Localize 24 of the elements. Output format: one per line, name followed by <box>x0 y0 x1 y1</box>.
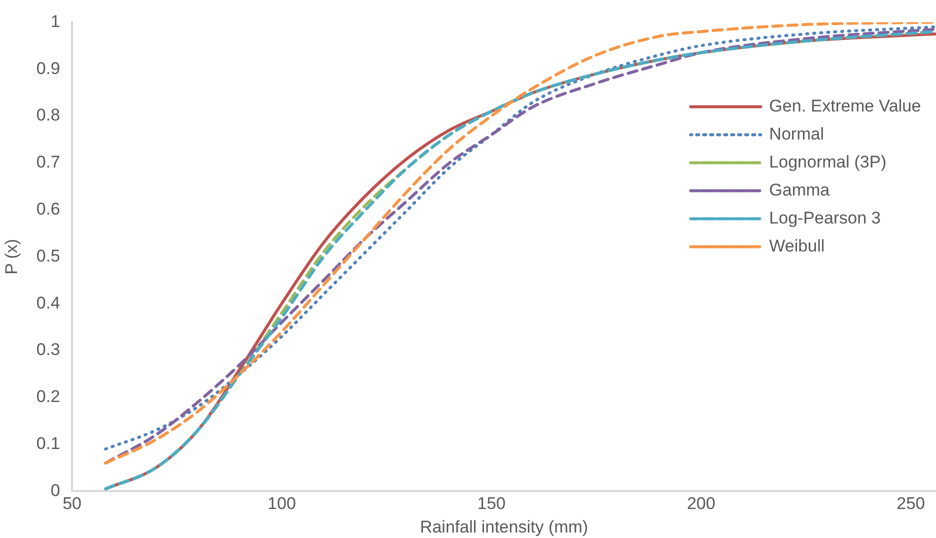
y-tick-label: 0.7 <box>36 152 60 172</box>
legend-label: Gen. Extreme Value <box>769 96 922 116</box>
y-tick-label: 0.5 <box>36 246 60 266</box>
legend-label: Gamma <box>769 180 830 200</box>
x-tick-label: 100 <box>268 494 296 514</box>
y-axis-title: P (x) <box>2 238 21 274</box>
legend-label: Weibull <box>769 236 825 256</box>
y-tick-label: 0.8 <box>36 106 60 125</box>
x-tick-label: 200 <box>686 494 716 514</box>
legend-label: Lognormal (3P) <box>769 152 886 172</box>
legend-label: Normal <box>769 124 824 144</box>
legend-label: Log-Pearson 3 <box>769 208 881 228</box>
x-axis-title: Rainfall intensity (mm) <box>420 517 588 536</box>
y-tick-label: 0.2 <box>36 387 60 406</box>
x-tick-label: 50 <box>62 494 82 514</box>
y-tick-label: 0.1 <box>36 434 60 453</box>
y-tick-label: 1 <box>50 12 60 31</box>
x-tick-label: 150 <box>477 494 506 514</box>
y-tick-label: 0.3 <box>36 340 60 360</box>
x-tick-label: 250 <box>896 494 926 514</box>
y-tick-label: 0 <box>50 480 60 500</box>
y-tick-label: 0.4 <box>36 293 60 312</box>
y-tick-label: 0.9 <box>36 58 60 78</box>
y-tick-label: 0.6 <box>36 199 60 218</box>
